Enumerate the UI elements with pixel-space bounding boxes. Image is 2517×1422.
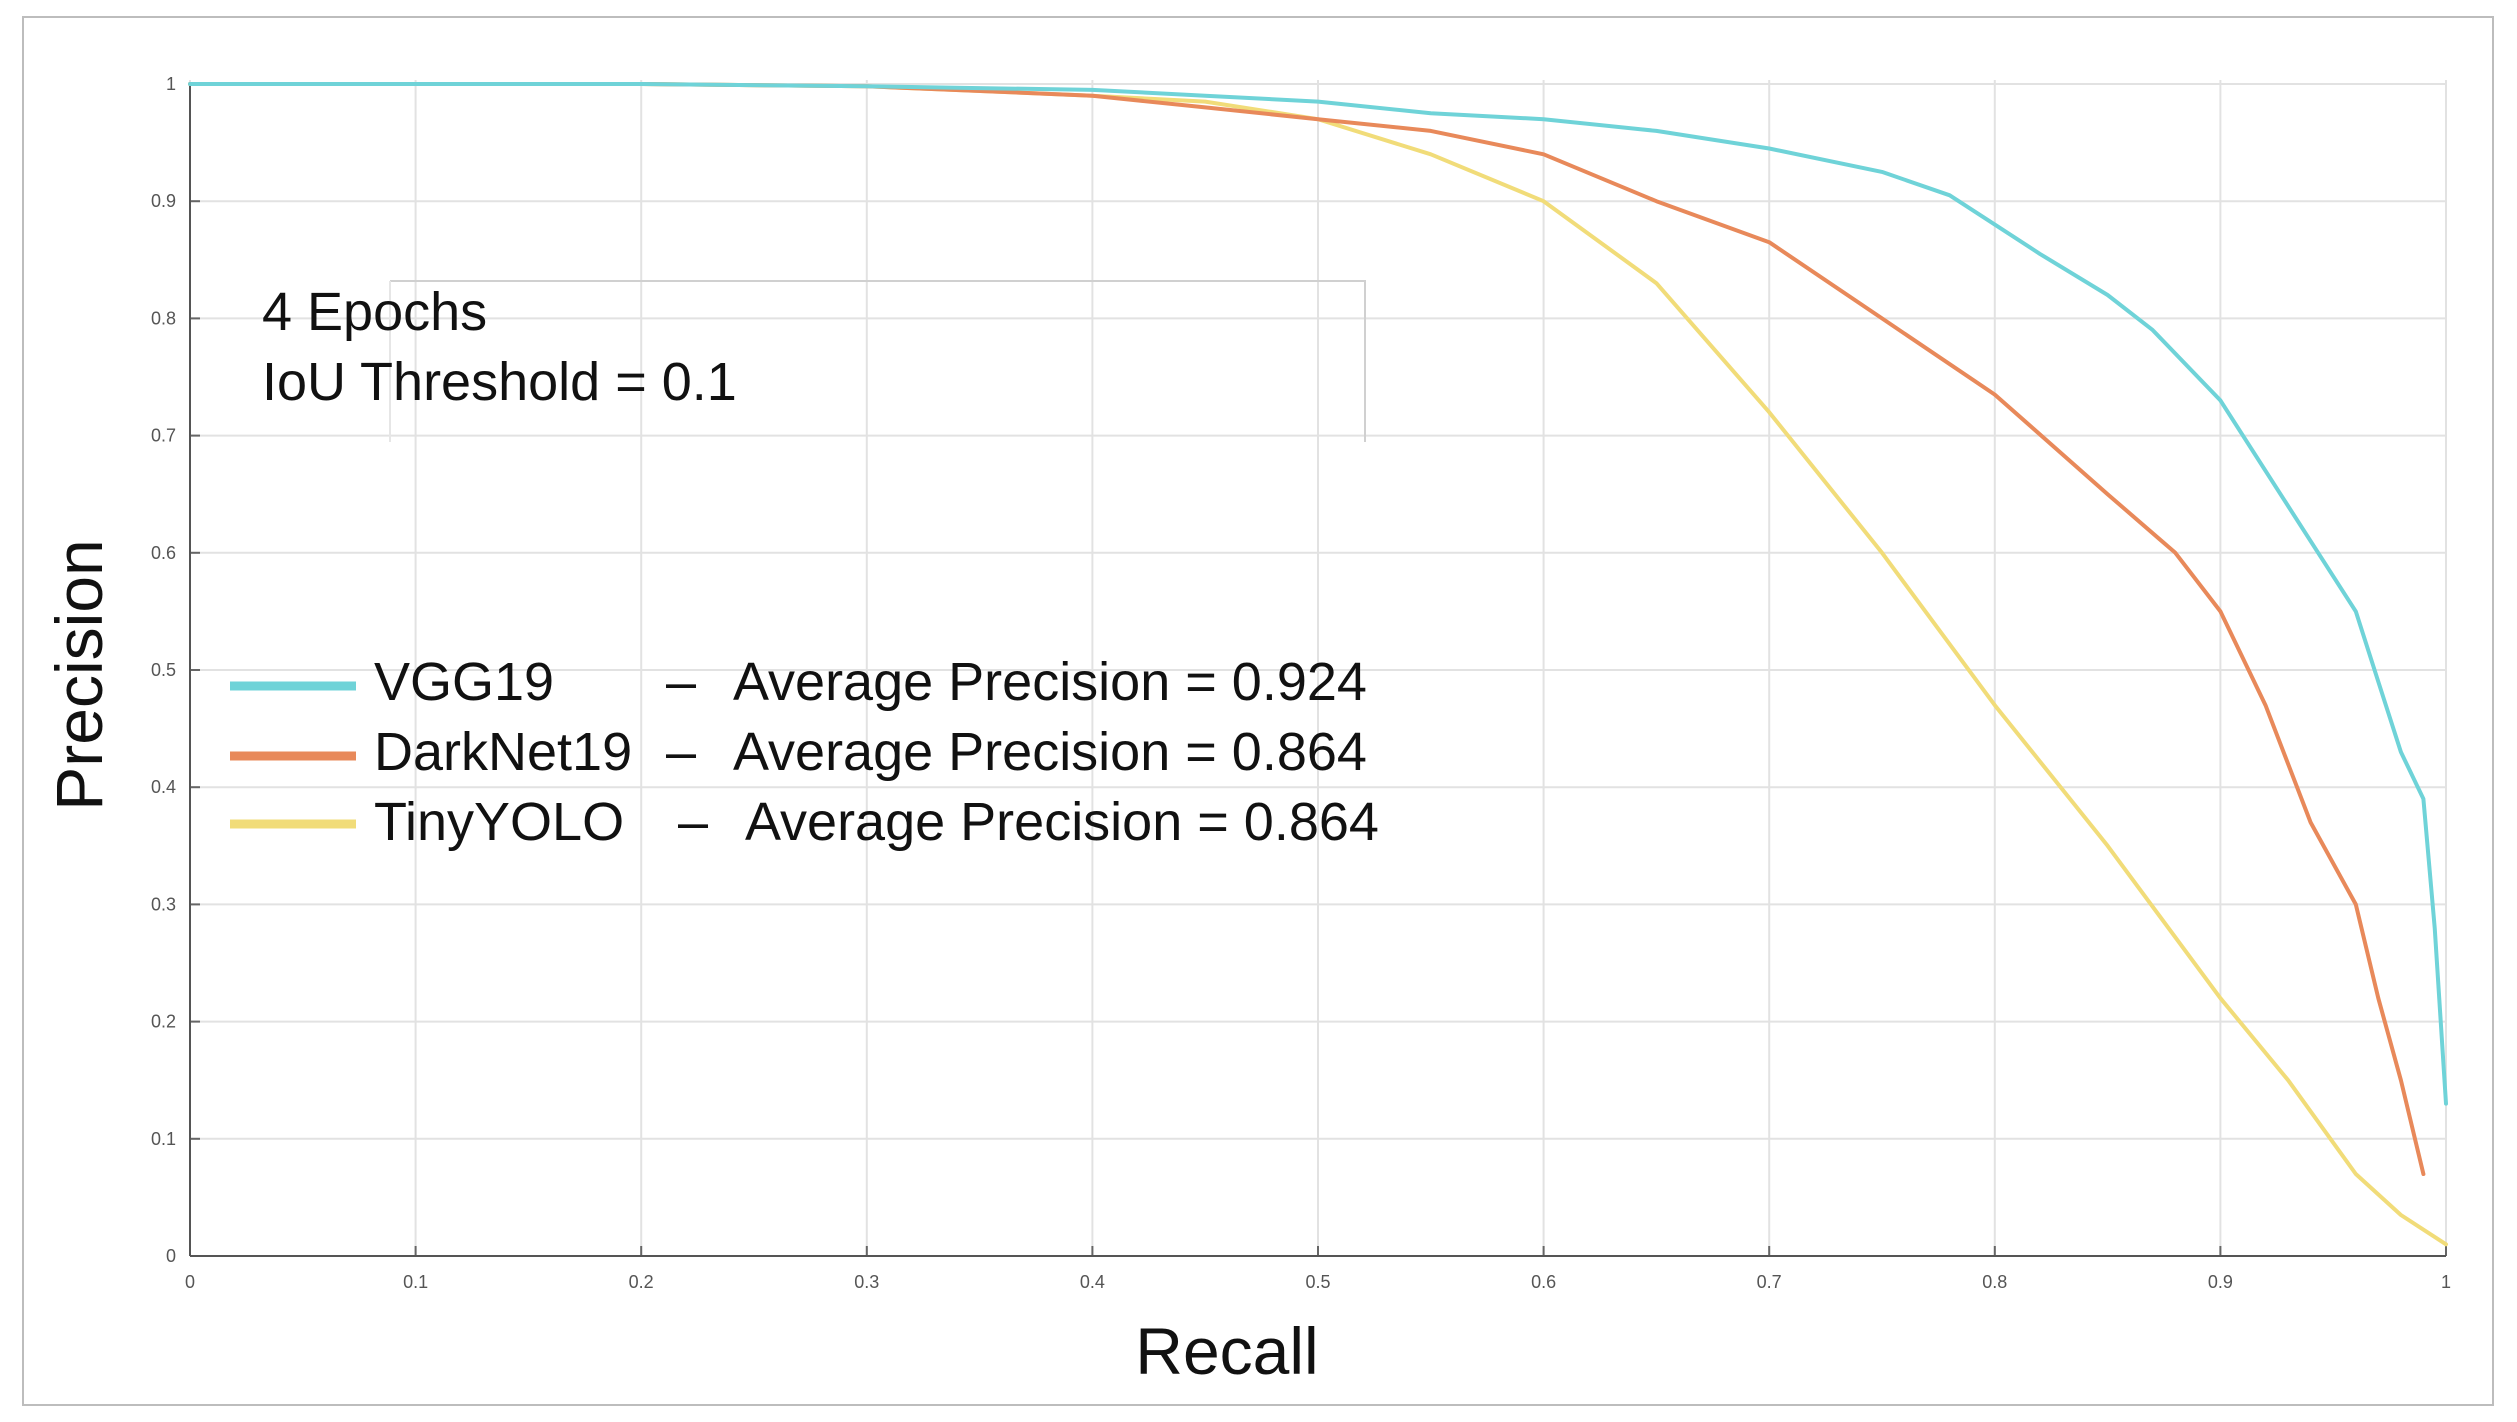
y-tick-label: 0.4 <box>151 777 176 797</box>
axes <box>189 83 2447 1257</box>
x-tick-label: 0.4 <box>1080 1272 1105 1292</box>
x-tick-label: 0.9 <box>2208 1272 2233 1292</box>
x-tick-label: 0.3 <box>854 1272 879 1292</box>
legend-label-tinyyolo: TinyYOLO <box>374 792 624 852</box>
series-line-darknet19 <box>188 82 2426 1176</box>
annotation-epochs: 4 Epochs <box>262 282 487 342</box>
series-lines <box>188 82 2448 1247</box>
y-axis-title: Precision <box>42 539 116 810</box>
y-tick-label: 0.3 <box>151 894 176 914</box>
grid <box>189 80 2447 1257</box>
y-tick-label: 0.5 <box>151 660 176 680</box>
legend-metric-darknet19: Average Precision = 0.864 <box>733 722 1367 782</box>
y-tick-label: 0.8 <box>151 308 176 328</box>
legend-dash-vgg19: – <box>666 652 696 712</box>
legend-metric-tinyyolo: Average Precision = 0.864 <box>745 792 1379 852</box>
annotation-iou-threshold: IoU Threshold = 0.1 <box>262 352 737 412</box>
x-tick-label: 0 <box>185 1272 195 1292</box>
y-tick-label: 0 <box>166 1246 176 1266</box>
x-tick-label: 1 <box>2441 1272 2451 1292</box>
x-tick-label: 0.7 <box>1757 1272 1782 1292</box>
legend-label-darknet19: DarkNet19 <box>374 722 632 782</box>
y-tick-label: 0.1 <box>151 1129 176 1149</box>
x-axis-title: Recall <box>1135 1314 1318 1388</box>
series-line-vgg19 <box>188 82 2448 1106</box>
legend: VGG19 – Average Precision = 0.924 DarkNe… <box>230 652 1379 852</box>
y-tick-label: 1 <box>166 74 176 94</box>
y-tick-label: 0.7 <box>151 426 176 446</box>
x-tick-label: 0.2 <box>629 1272 654 1292</box>
x-tick-label: 0.5 <box>1305 1272 1330 1292</box>
y-tick-labels: 0 0.1 0.2 0.3 0.4 0.5 0.6 0.7 0.8 0.9 1 <box>151 74 176 1266</box>
legend-dash-darknet19: – <box>666 722 696 782</box>
y-tick-label: 0.2 <box>151 1012 176 1032</box>
y-tick-label: 0.6 <box>151 543 176 563</box>
x-tick-label: 0.1 <box>403 1272 428 1292</box>
y-tick-label: 0.9 <box>151 191 176 211</box>
legend-label-vgg19: VGG19 <box>374 652 554 712</box>
legend-metric-vgg19: Average Precision = 0.924 <box>733 652 1367 712</box>
x-tick-label: 0.6 <box>1531 1272 1556 1292</box>
annotation-box <box>390 280 1366 442</box>
x-tick-labels: 0 0.1 0.2 0.3 0.4 0.5 0.6 0.7 0.8 0.9 1 <box>185 1272 2451 1292</box>
x-tick-label: 0.8 <box>1982 1272 2007 1292</box>
plot-background <box>145 74 2447 1284</box>
legend-dash-tinyyolo: – <box>678 792 708 852</box>
